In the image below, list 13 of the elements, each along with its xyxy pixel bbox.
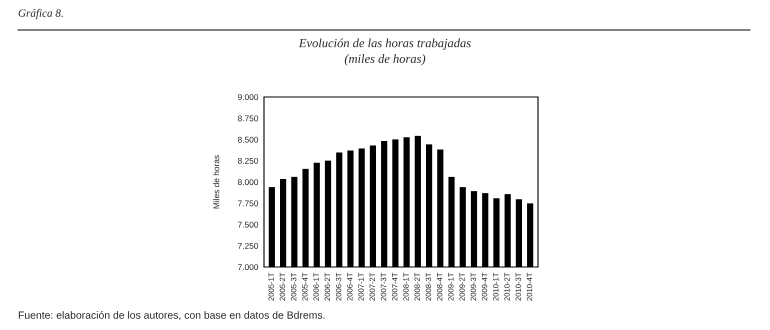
y-tick-label: 8.750: [238, 115, 258, 122]
y-tick-label: 8.500: [238, 136, 258, 143]
y-axis-title: Miles de horas: [213, 155, 220, 208]
chart-title: Evolución de las horas trabajadas (miles de horas): [298, 38, 471, 66]
y-tick-label: 7.750: [238, 200, 258, 206]
y-tick-label: 9.000: [238, 94, 258, 100]
y-tick-label: 7.250: [238, 242, 258, 249]
y-tick-label: 7.500: [238, 222, 258, 228]
source-note: Fuente: elaboración de los autores, con base en datos de Bdrems.: [18, 311, 325, 320]
y-tick-label: 8.000: [238, 179, 258, 186]
y-tick-label: 8.250: [238, 158, 258, 164]
y-tick-label: 7.000: [238, 264, 258, 270]
text: Gráfica 8.: [18, 8, 63, 20]
